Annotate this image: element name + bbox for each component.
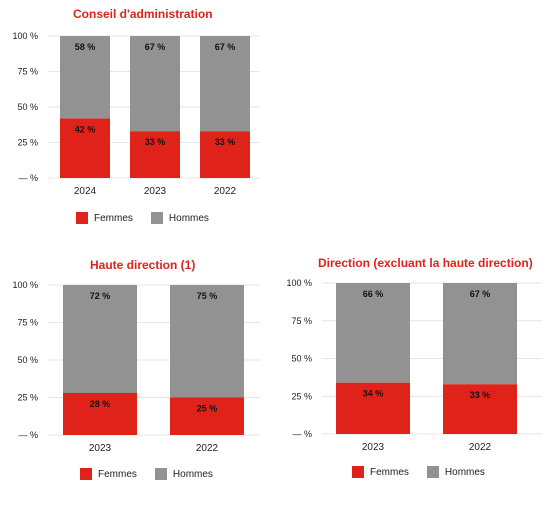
bar-femmes (200, 131, 250, 178)
y-tick-label: 25 % (291, 391, 312, 401)
y-tick-label: 100 % (12, 31, 38, 41)
x-tick-label: 2022 (196, 443, 219, 454)
bar-hommes (63, 285, 137, 393)
legend-label-hommes: Hommes (168, 212, 209, 224)
bar-femmes (60, 118, 110, 178)
chart-plot: — % 25 % 50 % 75 % 100 % 28 % 72 % 2023 25 % 75 %… (12, 280, 260, 454)
legend-swatch-hommes (154, 468, 167, 480)
legend-item-hommes: Hommes (154, 468, 213, 480)
data-label: 66 % (363, 289, 384, 299)
legend: Femmes Hommes (76, 212, 227, 224)
x-tick-label: 2023 (89, 443, 112, 454)
chart-title: Haute direction (1) (90, 258, 196, 272)
legend-swatch-femmes (80, 468, 92, 480)
data-label: 28 % (90, 399, 111, 409)
data-label: 67 % (145, 42, 166, 52)
y-tick-label: 75 % (17, 318, 38, 328)
bar-hommes (336, 283, 410, 383)
bar-femmes (130, 131, 180, 178)
chart-title: Conseil d'administration (73, 7, 213, 21)
bar-hommes (443, 283, 517, 385)
y-tick-label: 50 % (291, 354, 312, 364)
legend-item-hommes: Hommes (150, 212, 209, 224)
bar-femmes (63, 393, 137, 435)
data-label: 75 % (197, 291, 218, 301)
x-tick-label: 2024 (74, 186, 97, 197)
legend-label-hommes: Hommes (172, 468, 213, 480)
bar-femmes (443, 384, 517, 434)
y-tick-label: 50 % (17, 355, 38, 365)
chart-conseil: Conseil d'administration — % 25 % 50 % 75 %… (0, 0, 280, 240)
legend-label-femmes: Femmes (98, 468, 137, 480)
legend: Femmes Hommes (80, 468, 231, 480)
legend-swatch-hommes (426, 466, 439, 478)
legend-item-femmes: Femmes (352, 466, 409, 478)
chart-plot: — % 25 % 50 % 75 % 100 % 34 % 66 % 2023 33 % 67 %… (286, 278, 542, 453)
legend-item-femmes: Femmes (80, 468, 137, 480)
y-tick-label: — % (292, 429, 312, 439)
x-tick-label: 2022 (469, 442, 492, 453)
chart-haute-direction: Haute direction (1) — % 25 % 50 % 75 % 100 %… (0, 250, 280, 500)
data-label: 67 % (470, 289, 491, 299)
y-tick-label: 25 % (17, 393, 38, 403)
y-tick-label: 50 % (17, 102, 38, 112)
data-label: 25 % (197, 404, 218, 414)
bar-femmes (170, 397, 244, 435)
bar-femmes (336, 382, 410, 434)
y-tick-label: 100 % (286, 278, 312, 288)
legend: Femmes Hommes (352, 466, 503, 478)
y-tick-label: 100 % (12, 280, 38, 290)
chart-direction: Direction (excluant la haute direction) … (280, 250, 554, 500)
bar-hommes (200, 36, 250, 132)
y-tick-label: 75 % (291, 316, 312, 326)
chart-plot: — % 25 % 50 % 75 % 100 % 42 % 58 % 2024 33 % 67 %… (12, 31, 260, 197)
data-label: 72 % (90, 291, 111, 301)
legend-label-femmes: Femmes (370, 466, 409, 478)
legend-swatch-hommes (150, 212, 163, 224)
data-label: 34 % (363, 389, 384, 399)
y-tick-label: — % (18, 173, 38, 183)
x-tick-label: 2022 (214, 186, 237, 197)
data-label: 33 % (145, 137, 166, 147)
bar-hommes (130, 36, 180, 132)
data-label: 33 % (215, 137, 236, 147)
bar-hommes (170, 285, 244, 398)
legend-item-hommes: Hommes (426, 466, 485, 478)
y-tick-label: — % (18, 430, 38, 440)
legend-label-femmes: Femmes (94, 212, 133, 224)
x-tick-label: 2023 (144, 186, 167, 197)
x-tick-label: 2023 (362, 442, 385, 453)
y-tick-label: 75 % (17, 67, 38, 77)
legend-swatch-femmes (76, 212, 88, 224)
legend-swatch-femmes (352, 466, 364, 478)
data-label: 58 % (75, 42, 96, 52)
legend-label-hommes: Hommes (444, 466, 485, 478)
data-label: 67 % (215, 42, 236, 52)
legend-item-femmes: Femmes (76, 212, 133, 224)
y-tick-label: 25 % (17, 138, 38, 148)
data-label: 42 % (75, 124, 96, 134)
chart-title: Direction (excluant la haute direction) (318, 256, 533, 270)
bar-hommes (60, 36, 110, 119)
data-label: 33 % (470, 390, 491, 400)
